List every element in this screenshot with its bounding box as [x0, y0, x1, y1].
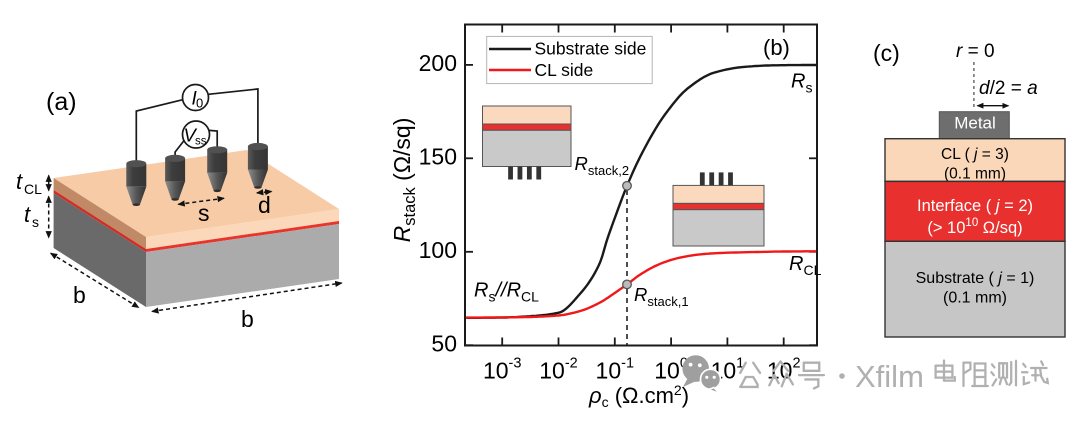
svg-text:ρc (Ω.cm2): ρc (Ω.cm2)	[588, 382, 689, 410]
svg-text:CL ( j = 3): CL ( j = 3)	[941, 146, 1009, 163]
svg-text:150: 150	[419, 144, 457, 170]
svg-text:(0.1 mm): (0.1 mm)	[943, 290, 1007, 307]
svg-text:t: t	[24, 202, 31, 227]
svg-text:t: t	[16, 169, 23, 194]
svg-text:CL: CL	[24, 181, 42, 197]
svg-text:s: s	[198, 200, 210, 226]
svg-text:Metal: Metal	[954, 114, 996, 133]
svg-text:Xfilm: Xfilm	[855, 359, 924, 394]
svg-text:b: b	[241, 306, 254, 332]
svg-text:(> 1010 Ω/sq): (> 1010 Ω/sq)	[927, 217, 1022, 237]
svg-text:100: 100	[419, 237, 457, 263]
svg-text:Interface ( j = 2): Interface ( j = 2)	[917, 197, 1033, 215]
svg-text:50: 50	[431, 330, 457, 356]
svg-text:(c): (c)	[873, 40, 900, 66]
svg-text:(a): (a)	[46, 88, 77, 116]
svg-text:Substrate ( j = 1): Substrate ( j = 1)	[916, 270, 1035, 287]
svg-text:(b): (b)	[763, 35, 790, 60]
svg-text:b: b	[73, 282, 86, 308]
svg-text:V: V	[184, 125, 198, 146]
svg-text:s: s	[32, 214, 39, 230]
svg-text:d: d	[258, 192, 271, 218]
svg-text:Rs//RCL: Rs//RCL	[474, 280, 539, 305]
svg-text:ss: ss	[195, 136, 207, 148]
svg-text:d/2 = a: d/2 = a	[979, 78, 1038, 99]
svg-text:Substrate side: Substrate side	[535, 38, 647, 58]
svg-text:(0.1 mm): (0.1 mm)	[944, 166, 1006, 183]
svg-text:Rstack (Ω/sq): Rstack (Ω/sq)	[389, 118, 419, 243]
svg-text:200: 200	[419, 50, 457, 76]
svg-text:0: 0	[196, 96, 203, 111]
svg-text:CL side: CL side	[535, 60, 594, 80]
svg-text:I: I	[192, 89, 198, 110]
svg-text:r = 0: r = 0	[956, 41, 995, 62]
